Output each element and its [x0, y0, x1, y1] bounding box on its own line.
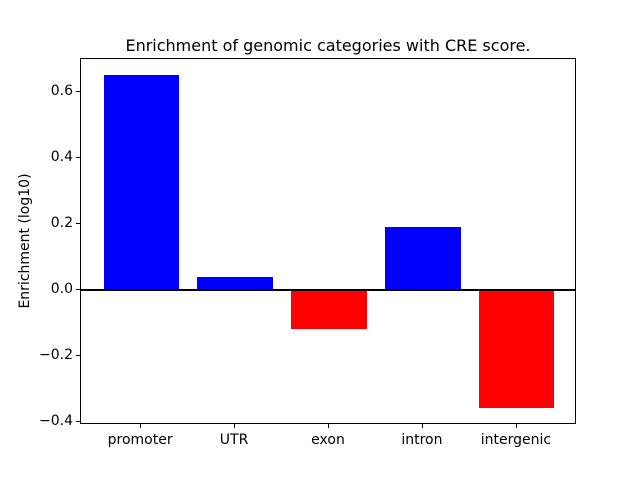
y-tick-label: 0.2: [50, 214, 73, 231]
y-tick-label: −0.4: [39, 412, 73, 429]
bar-promoter: [103, 75, 179, 290]
x-tick-label-promoter: promoter: [107, 432, 173, 448]
y-tick: [76, 421, 80, 422]
x-tick-label-intron: intron: [401, 432, 443, 448]
y-tick: [76, 91, 80, 92]
zero-line: [81, 288, 575, 291]
bar-intron: [385, 227, 461, 290]
plot-area: [80, 58, 576, 424]
x-tick: [328, 424, 329, 428]
bar-intergenic: [479, 289, 555, 409]
x-tick-label-UTR: UTR: [219, 432, 249, 448]
y-tick: [76, 157, 80, 158]
x-tick: [140, 424, 142, 428]
x-tick: [515, 424, 517, 428]
x-tick: [421, 424, 423, 428]
y-tick-label: 0.0: [50, 280, 73, 297]
bar-UTR: [197, 276, 273, 290]
x-tick: [234, 424, 236, 428]
bar-exon: [291, 289, 367, 330]
y-tick-label: 0.4: [50, 148, 73, 165]
y-tick: [76, 355, 80, 356]
x-tick-label-intergenic: intergenic: [480, 432, 552, 448]
y-tick-label: 0.6: [50, 82, 73, 99]
chart-title: Enrichment of genomic categories with CR…: [125, 36, 531, 55]
x-tick-label-exon: exon: [311, 432, 345, 448]
y-tick-label: −0.2: [39, 346, 73, 363]
y-tick: [76, 289, 80, 290]
y-tick: [76, 223, 80, 224]
